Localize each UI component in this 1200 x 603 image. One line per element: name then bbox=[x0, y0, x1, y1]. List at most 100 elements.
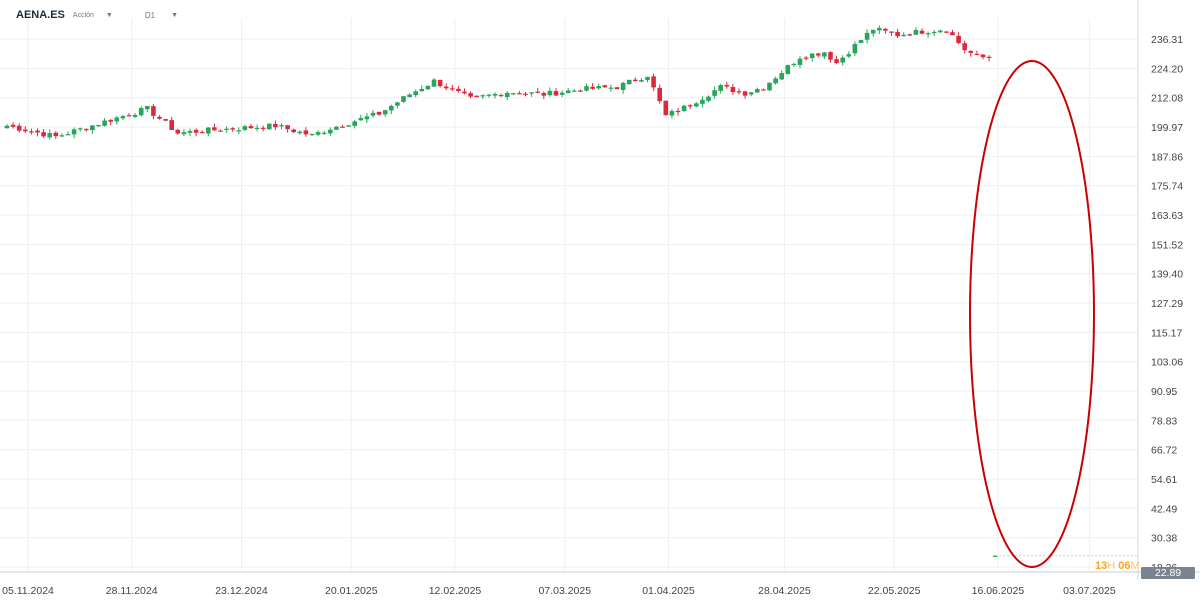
candle-body bbox=[370, 112, 376, 116]
candle-body bbox=[938, 30, 943, 33]
candle-body bbox=[16, 125, 22, 131]
y-tick-label: 30.38 bbox=[1151, 533, 1177, 545]
candle-body bbox=[895, 31, 900, 37]
timeframe-dropdown-icon[interactable]: ▼ bbox=[171, 11, 179, 19]
candle-body bbox=[419, 88, 425, 92]
candle-body bbox=[565, 90, 571, 94]
candle-body bbox=[389, 105, 394, 111]
candle-body bbox=[431, 79, 437, 87]
candle-body bbox=[736, 91, 742, 93]
x-tick-label: 12.02.2025 bbox=[429, 585, 482, 597]
candle-body bbox=[614, 87, 620, 90]
candle-body bbox=[273, 123, 278, 128]
candle-body bbox=[657, 87, 662, 102]
candle-body bbox=[352, 121, 357, 126]
candle-body bbox=[773, 78, 778, 84]
candle-body bbox=[529, 92, 534, 94]
candle-body bbox=[547, 90, 553, 96]
candle-body bbox=[553, 91, 559, 96]
candle-body bbox=[870, 29, 876, 34]
candle-body bbox=[328, 129, 333, 134]
candle-body bbox=[242, 126, 248, 130]
candle-body bbox=[285, 125, 290, 130]
candle-body bbox=[230, 128, 235, 130]
candle-body bbox=[175, 129, 181, 134]
symbol-dropdown-icon[interactable]: ▼ bbox=[105, 11, 113, 19]
candle-body bbox=[84, 128, 89, 131]
countdown-minutes: 06 bbox=[1118, 560, 1131, 572]
candle-body bbox=[486, 94, 492, 96]
candle-body bbox=[828, 52, 833, 60]
candle-body bbox=[498, 94, 504, 97]
candle-body bbox=[675, 110, 681, 113]
candle-body bbox=[578, 90, 583, 92]
candle-body bbox=[956, 35, 961, 43]
candle-body bbox=[145, 106, 150, 110]
candle-body bbox=[47, 133, 52, 138]
candle-body bbox=[340, 126, 345, 128]
candle-body bbox=[65, 134, 71, 136]
candle-body bbox=[846, 54, 852, 57]
x-tick-label: 03.07.2025 bbox=[1063, 585, 1116, 597]
candle-body bbox=[584, 86, 589, 91]
candle-body bbox=[992, 555, 998, 557]
candle-body bbox=[199, 131, 205, 134]
x-tick-label: 01.04.2025 bbox=[642, 585, 695, 597]
x-tick-label: 07.03.2025 bbox=[539, 585, 592, 597]
candle-body bbox=[797, 58, 803, 65]
candle-body bbox=[706, 96, 711, 101]
chart-toolbar: AENA.ES Acción ▼ D1 ▼ bbox=[0, 0, 1140, 30]
candle-body bbox=[212, 127, 217, 131]
candle-body bbox=[523, 93, 528, 95]
y-tick-label: 163.63 bbox=[1151, 210, 1183, 222]
candle-body bbox=[907, 34, 913, 36]
candle-body bbox=[931, 31, 937, 34]
candle-body bbox=[681, 105, 687, 112]
candle-body bbox=[407, 94, 412, 98]
candle-body bbox=[809, 53, 815, 59]
candle-body bbox=[206, 127, 211, 134]
candle-body bbox=[450, 88, 455, 90]
y-tick-label: 212.08 bbox=[1151, 93, 1183, 105]
candle-body bbox=[260, 127, 266, 129]
y-tick-label: 224.20 bbox=[1151, 63, 1183, 75]
x-tick-label: 23.12.2024 bbox=[215, 585, 268, 597]
candle-body bbox=[10, 124, 16, 127]
candle-body bbox=[645, 76, 650, 81]
y-tick-label: 187.86 bbox=[1151, 151, 1183, 163]
candle-body bbox=[877, 27, 882, 31]
timeframe-label[interactable]: D1 bbox=[144, 10, 156, 20]
candle-body bbox=[925, 33, 931, 35]
countdown-hours: 13 bbox=[1095, 560, 1108, 572]
symbol-label[interactable]: AENA.ES bbox=[16, 9, 65, 21]
candle-body bbox=[437, 79, 443, 87]
asset-type-label: Acción bbox=[72, 11, 94, 19]
candle-body bbox=[962, 43, 967, 51]
candle-body bbox=[572, 90, 577, 92]
candle-body bbox=[132, 115, 138, 117]
candle-body bbox=[748, 92, 754, 95]
x-tick-label: 05.11.2024 bbox=[2, 585, 54, 597]
candle-body bbox=[864, 32, 870, 40]
candle-body bbox=[919, 30, 925, 34]
candle-body bbox=[169, 120, 174, 130]
y-tick-label: 42.49 bbox=[1151, 503, 1177, 515]
candle-body bbox=[596, 86, 601, 89]
candle-body bbox=[382, 110, 388, 115]
candle-body bbox=[694, 103, 699, 107]
current-price-tag: 22.89 bbox=[1141, 567, 1195, 579]
candle-body bbox=[236, 130, 242, 132]
y-tick-label: 90.95 bbox=[1151, 386, 1177, 398]
candle-body bbox=[120, 116, 126, 119]
candle-body bbox=[291, 129, 296, 133]
y-tick-label: 115.17 bbox=[1151, 327, 1182, 339]
candle-body bbox=[651, 76, 656, 88]
candle-body bbox=[181, 132, 187, 135]
candle-body bbox=[620, 82, 626, 90]
candle-body bbox=[90, 125, 95, 131]
candle-body bbox=[492, 93, 498, 96]
candle-body bbox=[761, 89, 766, 91]
candle-body bbox=[663, 100, 669, 116]
candle-body bbox=[248, 126, 254, 129]
